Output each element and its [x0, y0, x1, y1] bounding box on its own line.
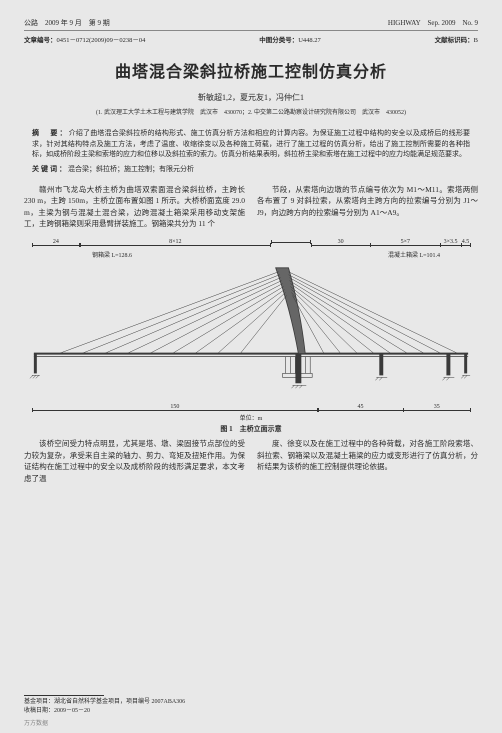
- concrete-beam-label: 混凝土箱梁 L=101.4: [388, 250, 440, 259]
- col-right: 节段，从索塔向边墩的节点编号依次为 M1～M11。索塔两侧各布置了 9 对斜拉索…: [257, 184, 478, 231]
- dim-seg: [271, 242, 311, 243]
- affiliation: (1. 武汉理工大学土木工程与建筑学院 武汉市 430070；2. 中交第二公路…: [24, 107, 478, 116]
- keywords-text: 混合梁；斜拉桥；施工控制；有限元分析: [68, 165, 194, 173]
- clc: 中图分类号：U448.27: [259, 34, 321, 44]
- fund-info: 基金项目：湖北省自然科学基金项目，项目编号 2007ABA306: [24, 698, 185, 706]
- col-right: 度、徐变以及在施工过程中的各种荷载，对各施工阶段索塔、斜拉索、钢箱梁以及混凝土箱…: [257, 438, 478, 485]
- figure-caption: 图 1 主桥立面示意: [24, 424, 478, 434]
- beam-labels: 钢箱梁 L=128.6 混凝土箱梁 L=101.4: [24, 250, 478, 259]
- authors: 靳敏超1,2，夏元友1，冯仲仁1: [24, 92, 478, 103]
- dim-seg: 30: [311, 239, 371, 246]
- header-left: 公路 2009 年 9 月 第 9 期: [24, 18, 110, 28]
- dim-row-top: 24 8×12 30 5×7 3×3.5 4.5: [24, 236, 478, 248]
- para: 节段，从索塔向边墩的节点编号依次为 M1～M11。索塔两侧各布置了 9 对斜拉索…: [257, 184, 478, 219]
- figure-1: 24 8×12 30 5×7 3×3.5 4.5 钢箱梁 L=128.6 混凝土…: [24, 236, 478, 434]
- dim-seg: 3×3.5: [440, 239, 461, 246]
- keywords: 关键词：混合梁；斜拉桥；施工控制；有限元分析: [32, 164, 470, 174]
- col-left: 赣州市飞龙岛大桥主桥为曲塔双索面混合梁斜拉桥，主跨长 230 m，主跨 150m…: [24, 184, 245, 231]
- page-header: 公路 2009 年 9 月 第 9 期 HIGHWAY Sep. 2009 No…: [24, 18, 478, 31]
- footer: 基金项目：湖北省自然科学基金项目，项目编号 2007ABA306 收稿日期：20…: [24, 695, 185, 715]
- para: 度、徐变以及在施工过程中的各种荷载，对各施工阶段索塔、斜拉索、钢箱梁以及混凝土箱…: [257, 438, 478, 473]
- para: 赣州市飞龙岛大桥主桥为曲塔双索面混合梁斜拉桥，主跨长 230 m，主跨 150m…: [24, 184, 245, 231]
- meta-line: 文章编号：0451－0712(2009)09－0238－04 中图分类号：U44…: [24, 34, 478, 44]
- dim-seg: 8×12: [80, 239, 271, 246]
- dim-seg: 35: [403, 404, 470, 411]
- wanfang-watermark: 万方数据: [24, 718, 48, 727]
- dim-seg: 150: [32, 404, 318, 411]
- abstract-text: 介绍了曲塔混合梁斜拉桥的结构形式、施工仿真分析方法和相应的计算内容。为保证施工过…: [32, 129, 470, 158]
- abstract: 摘 要：介绍了曲塔混合梁斜拉桥的结构形式、施工仿真分析方法和相应的计算内容。为保…: [32, 128, 470, 160]
- col-left: 该桥空间受力特点明显，尤其是塔、墩、梁固接节点部位的受力较为复杂，承受来自主梁的…: [24, 438, 245, 485]
- abstract-label: 摘 要：: [32, 129, 69, 137]
- steel-beam-label: 钢箱梁 L=128.6: [92, 250, 132, 259]
- received-date: 收稿日期：2009－05－20: [24, 707, 185, 715]
- dim-seg: 5×7: [370, 239, 440, 246]
- body-columns-1: 赣州市飞龙岛大桥主桥为曲塔双索面混合梁斜拉桥，主跨长 230 m，主跨 150m…: [24, 184, 478, 231]
- body-columns-2: 该桥空间受力特点明显，尤其是塔、墩、梁固接节点部位的受力较为复杂，承受来自主梁的…: [24, 438, 478, 485]
- para: 该桥空间受力特点明显，尤其是塔、墩、梁固接节点部位的受力较为复杂，承受来自主梁的…: [24, 438, 245, 485]
- dim-row-bottom: 150 45 35: [24, 401, 478, 413]
- dim-seg: 24: [32, 239, 80, 246]
- paper-title: 曲塔混合梁斜拉桥施工控制仿真分析: [24, 58, 478, 82]
- header-right: HIGHWAY Sep. 2009 No. 9: [388, 18, 478, 28]
- dim-seg: 45: [318, 404, 404, 411]
- article-no: 文章编号：0451－0712(2009)09－0238－04: [24, 34, 145, 44]
- doc-code: 文献标识码：B: [435, 34, 478, 44]
- figure-unit: 单位：m: [24, 413, 478, 422]
- keywords-label: 关键词：: [32, 165, 68, 173]
- bridge-elevation-svg: [24, 259, 478, 399]
- dim-seg: 4.5: [461, 239, 470, 246]
